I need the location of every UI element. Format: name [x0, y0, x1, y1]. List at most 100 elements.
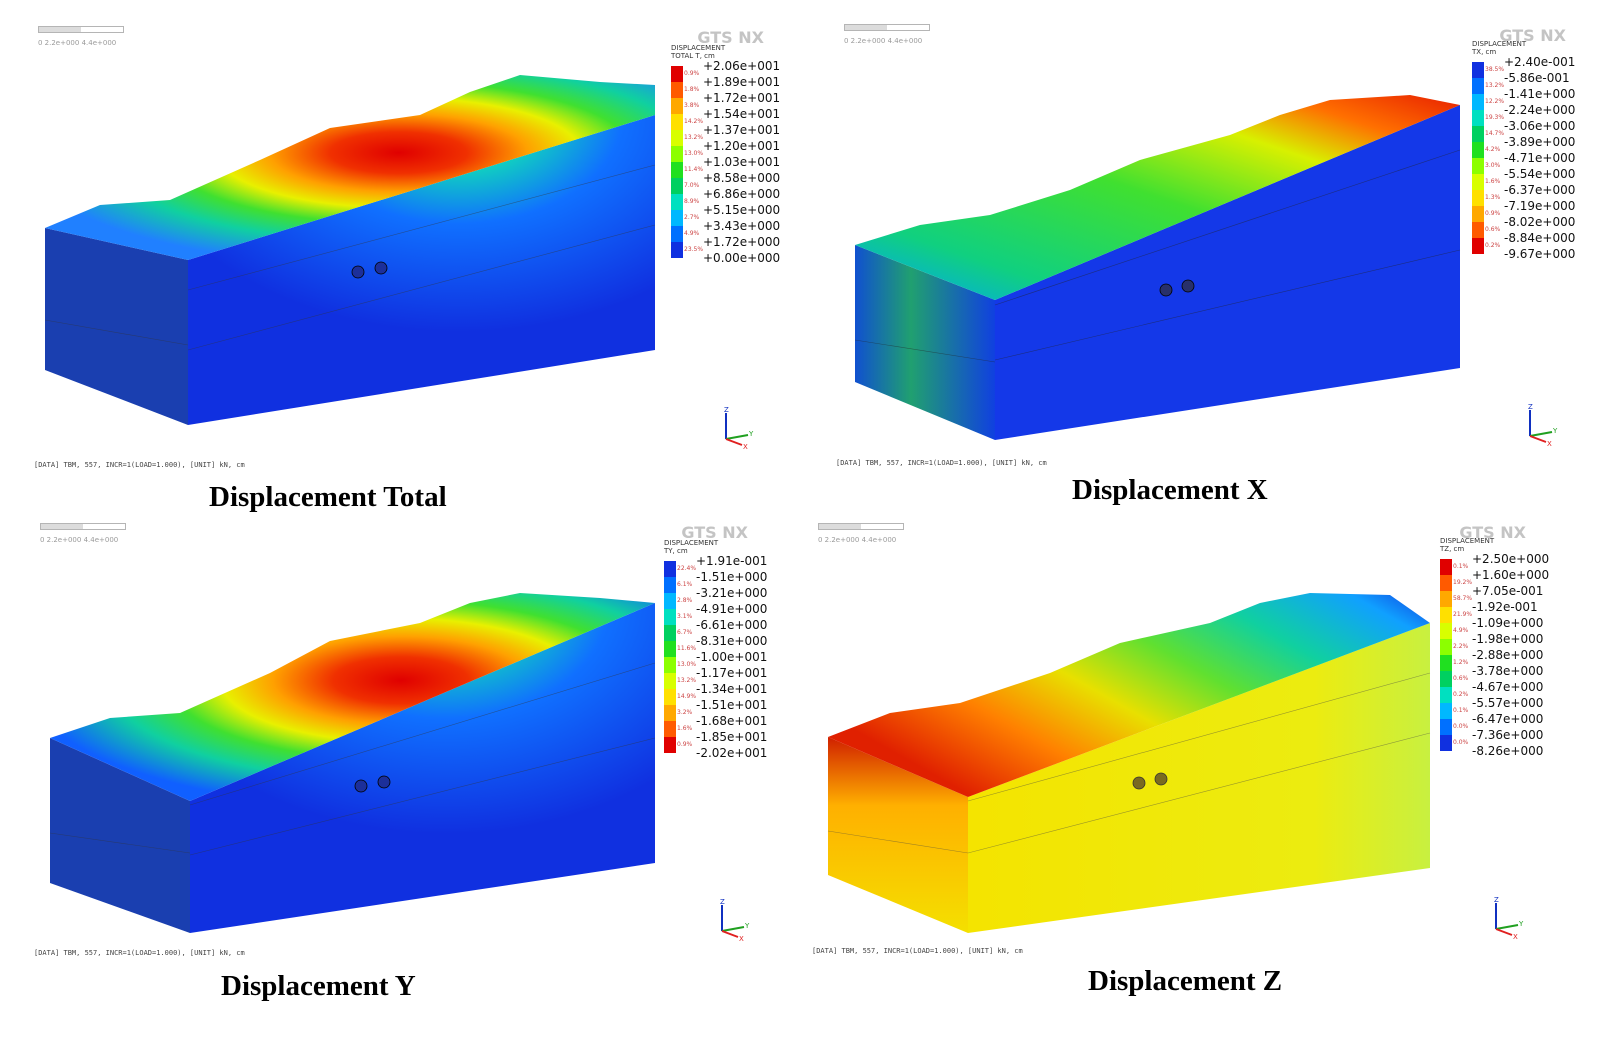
legend-value: -1.41e+000	[1504, 87, 1576, 101]
legend-title: DISPLACEMENT TX, cm	[1472, 40, 1527, 56]
legend-percent: 0.1%	[1453, 563, 1469, 570]
legend-percent: 2.7%	[684, 214, 700, 221]
legend-value: +1.03e+001	[703, 155, 781, 169]
scale-bar: 0 2.2e+000 4.4e+000	[38, 26, 124, 47]
legend-color-swatch	[671, 162, 683, 178]
legend-value: -8.84e+000	[1504, 231, 1576, 245]
legend-percent: 21.9%	[1453, 611, 1473, 618]
legend-percent: 8.9%	[684, 198, 700, 205]
legend-color-swatch	[664, 705, 676, 721]
legend-percent: 7.0%	[684, 182, 700, 189]
legend-value: +5.15e+000	[703, 203, 781, 217]
legend-percent: 0.0%	[1453, 723, 1469, 730]
legend-color-swatch	[1472, 78, 1484, 94]
tunnel-left	[354, 779, 368, 793]
legend-color-swatch	[671, 194, 683, 210]
legend-value: +1.72e+001	[703, 91, 781, 105]
legend-value: +2.50e+000	[1472, 552, 1550, 566]
legend-color-swatch	[1472, 222, 1484, 238]
model-top-surface	[50, 593, 655, 801]
axis-triad-icon: Z YX	[1528, 403, 1558, 446]
gts-nx-logo: GTS NX	[681, 523, 748, 542]
tunnel-left	[1132, 776, 1146, 790]
legend-color-swatch	[664, 561, 676, 577]
legend-color-swatch	[1472, 206, 1484, 222]
legend-color-swatch	[1440, 591, 1452, 607]
legend-color-swatch	[1472, 142, 1484, 158]
legend-value: +2.06e+001	[703, 59, 781, 73]
legend-value: +1.72e+000	[703, 235, 781, 249]
legend-value: -1.51e+001	[696, 698, 768, 712]
legend-color-swatch	[1440, 623, 1452, 639]
legend-value: -4.67e+000	[1472, 680, 1544, 694]
legend-title: DISPLACEMENT TOTAL T, cm	[671, 44, 726, 60]
legend-percent: 2.8%	[677, 597, 693, 604]
legend-value: -1.51e+000	[696, 570, 768, 584]
legend-percent: 0.6%	[1485, 226, 1501, 233]
legend-color-bar	[664, 561, 676, 753]
legend-value: +2.40e-001	[1504, 55, 1576, 69]
legend-percent: 0.9%	[684, 70, 700, 77]
legend-percent: 0.1%	[1453, 707, 1469, 714]
tunnel-left	[351, 265, 365, 279]
axis-triad-icon: Z YX	[724, 406, 754, 449]
legend-color-swatch	[1440, 719, 1452, 735]
legend-percent: 58.7%	[1453, 595, 1473, 602]
legend-percent: 13.2%	[684, 134, 704, 141]
legend-color-swatch	[1472, 190, 1484, 206]
legend-percent: 38.5%	[1485, 66, 1505, 73]
gts-nx-logo: GTS NX	[1499, 26, 1566, 45]
gts-nx-logo: GTS NX	[697, 28, 764, 47]
legend-color-swatch	[1440, 703, 1452, 719]
legend-color-swatch	[664, 689, 676, 705]
legend-value: +3.43e+000	[703, 219, 781, 233]
legend-percent: 4.9%	[684, 230, 700, 237]
legend-percent: 13.2%	[1485, 82, 1505, 89]
legend-value: -1.00e+001	[696, 650, 768, 664]
model-side-face	[45, 228, 188, 425]
model-top-surface	[828, 593, 1430, 797]
panel-displacement-x: 0 2.2e+000 4.4e+000 GTS NX DISPLACEMENT …	[810, 0, 1620, 523]
legend-percent: 0.6%	[1453, 675, 1469, 682]
legend-color-swatch	[1440, 575, 1452, 591]
tunnel-right	[374, 261, 388, 275]
legend-color-swatch	[664, 673, 676, 689]
tunnel-right	[377, 775, 391, 789]
legend-value: -5.54e+000	[1504, 167, 1576, 181]
legend-value: -6.37e+000	[1504, 183, 1576, 197]
svg-text:Z: Z	[720, 898, 725, 906]
caption: Displacement Total	[209, 481, 447, 513]
legend-value: -1.68e+001	[696, 714, 768, 728]
scale-bar: 0 2.2e+000 4.4e+000	[818, 523, 904, 544]
legend-percent: 19.3%	[1485, 114, 1505, 121]
legend-value: -6.61e+000	[696, 618, 768, 632]
result-footer: [DATA] TBM, 557, INCR=1(LOAD=1.000), [UN…	[836, 459, 1047, 467]
panel-displacement-total: 0 2.2e+000 4.4e+000 GTS NX DISPLACEMENT …	[0, 0, 810, 523]
legend-value: -1.98e+000	[1472, 632, 1544, 646]
model-top-surface	[45, 75, 655, 260]
legend-percent: 0.9%	[1485, 210, 1501, 217]
legend-color-swatch	[664, 577, 676, 593]
legend-color-swatch	[671, 66, 683, 82]
legend-color-swatch	[664, 657, 676, 673]
model-render-z	[827, 593, 1431, 933]
legend-percent: 1.6%	[1485, 178, 1501, 185]
tunnel-left	[1159, 283, 1173, 297]
legend-percent: 0.2%	[1485, 242, 1501, 249]
legend-color-bar	[1472, 62, 1484, 254]
legend-color-bar	[671, 66, 683, 258]
legend-value: -1.17e+001	[696, 666, 768, 680]
legend-percent: 3.2%	[677, 709, 693, 716]
legend-value: -7.36e+000	[1472, 728, 1544, 742]
legend-percent: 14.9%	[677, 693, 697, 700]
legend-color-swatch	[664, 737, 676, 753]
caption: Displacement Z	[1088, 965, 1283, 997]
model-front-face	[188, 115, 655, 425]
model-side-face	[855, 245, 995, 440]
legend-value: +0.00e+000	[703, 251, 781, 265]
legend-total: DISPLACEMENT TOTAL T, cm 0.9% 1.8% 3.8% 14.…	[671, 44, 781, 270]
legend-color-swatch	[1440, 559, 1452, 575]
legend-color-swatch	[1440, 671, 1452, 687]
legend-percent: 19.2%	[1453, 579, 1473, 586]
legend-value: +1.37e+001	[703, 123, 781, 137]
